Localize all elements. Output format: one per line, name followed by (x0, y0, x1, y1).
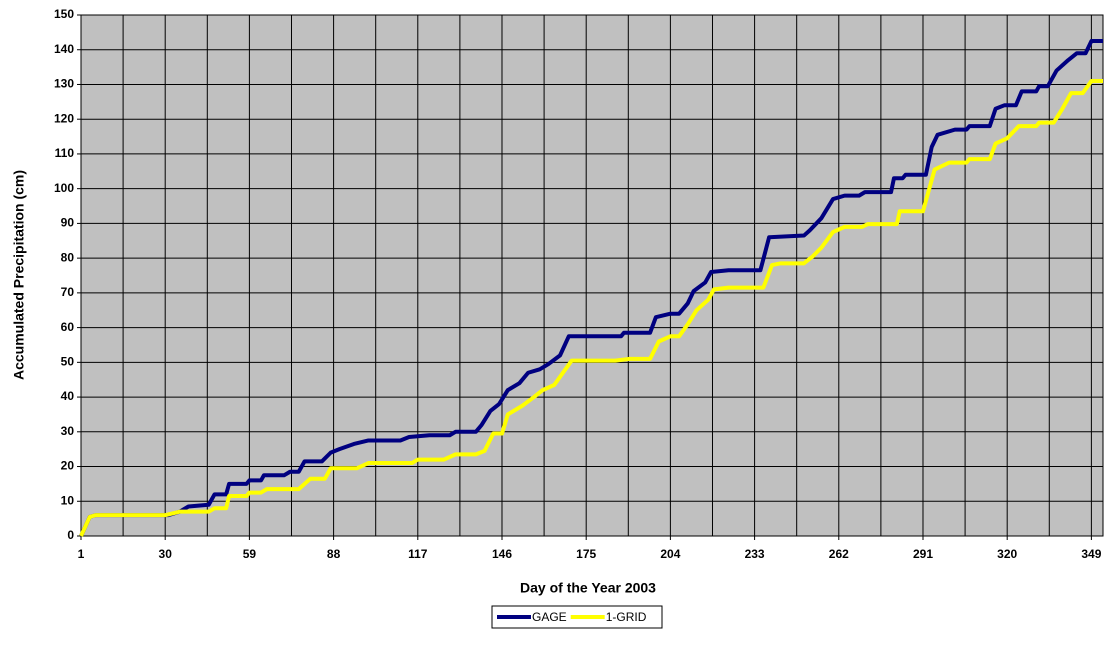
legend-label: 1-GRID (606, 610, 647, 624)
y-tick-label: 10 (61, 493, 75, 507)
y-tick-label: 130 (54, 77, 74, 91)
y-tick-label: 90 (61, 216, 75, 230)
series-line (79, 78, 1103, 537)
x-tick-label: 320 (997, 547, 1017, 561)
y-tick-label: 150 (54, 7, 74, 21)
y-tick-label: 70 (61, 285, 75, 299)
y-tick-label: 140 (54, 42, 74, 56)
x-tick-label: 117 (408, 547, 428, 561)
y-tick-label: 100 (54, 181, 74, 195)
x-tick-label: 262 (829, 547, 849, 561)
series-line (79, 39, 1103, 537)
plot-area (80, 14, 1104, 537)
x-tick-label: 1 (78, 547, 85, 561)
legend-label: GAGE (532, 610, 567, 624)
x-tick-label: 146 (492, 547, 512, 561)
x-tick-label: 88 (327, 547, 341, 561)
x-tick-label: 291 (913, 547, 933, 561)
y-axis-title: Accumulated Precipitation (cm) (11, 170, 27, 380)
y-tick-label: 30 (61, 424, 75, 438)
x-tick-label: 349 (1081, 547, 1101, 561)
x-tick-label: 30 (159, 547, 173, 561)
y-tick-label: 110 (55, 146, 75, 160)
y-tick-label: 60 (61, 320, 75, 334)
x-tick-label: 204 (660, 547, 680, 561)
x-axis-title: Day of the Year 2003 (520, 580, 656, 596)
y-tick-label: 120 (54, 111, 74, 125)
y-tick-label: 20 (61, 459, 75, 473)
x-tick-label: 59 (243, 547, 257, 561)
y-tick-label: 40 (61, 389, 75, 403)
x-tick-label: 175 (576, 547, 596, 561)
x-tick-label: 233 (745, 547, 765, 561)
y-tick-label: 80 (61, 250, 75, 264)
y-tick-label: 50 (61, 355, 75, 369)
y-tick-label: 0 (67, 528, 74, 542)
